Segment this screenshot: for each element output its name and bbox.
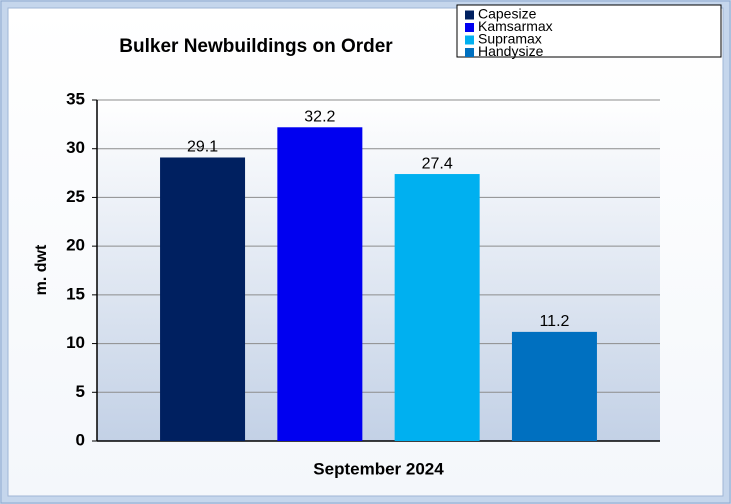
x-tick-label: September 2024 — [313, 459, 444, 478]
y-tick-label: 10 — [66, 333, 85, 352]
y-tick-label: 30 — [66, 138, 85, 157]
value-label: 29.1 — [187, 139, 218, 156]
y-tick-label: 5 — [76, 382, 85, 401]
legend-label: Kamsarmax — [478, 18, 553, 34]
value-label: 27.4 — [422, 155, 453, 172]
y-axis-label: m. dwt — [33, 244, 50, 295]
legend-swatch — [465, 23, 474, 32]
y-tick-label: 25 — [66, 187, 85, 206]
legend-swatch — [465, 48, 474, 57]
chart-title: Bulker Newbuildings on Order — [119, 36, 393, 57]
y-tick-label: 0 — [76, 430, 85, 449]
bar — [160, 157, 246, 442]
legend-swatch — [465, 10, 474, 20]
y-tick-label: 20 — [66, 236, 85, 255]
legend-label: Supramax — [478, 31, 542, 47]
bar — [277, 127, 363, 441]
y-tick-label: 35 — [66, 89, 85, 108]
legend-swatch — [465, 35, 474, 45]
value-label: 11.2 — [539, 313, 569, 330]
y-tick-label: 15 — [66, 284, 85, 303]
value-label: 32.2 — [304, 108, 335, 125]
legend — [456, 4, 722, 58]
bar — [394, 174, 480, 441]
bar — [511, 331, 597, 441]
legend-label: Capesize — [478, 6, 537, 22]
legend-label: Handysize — [478, 43, 544, 59]
